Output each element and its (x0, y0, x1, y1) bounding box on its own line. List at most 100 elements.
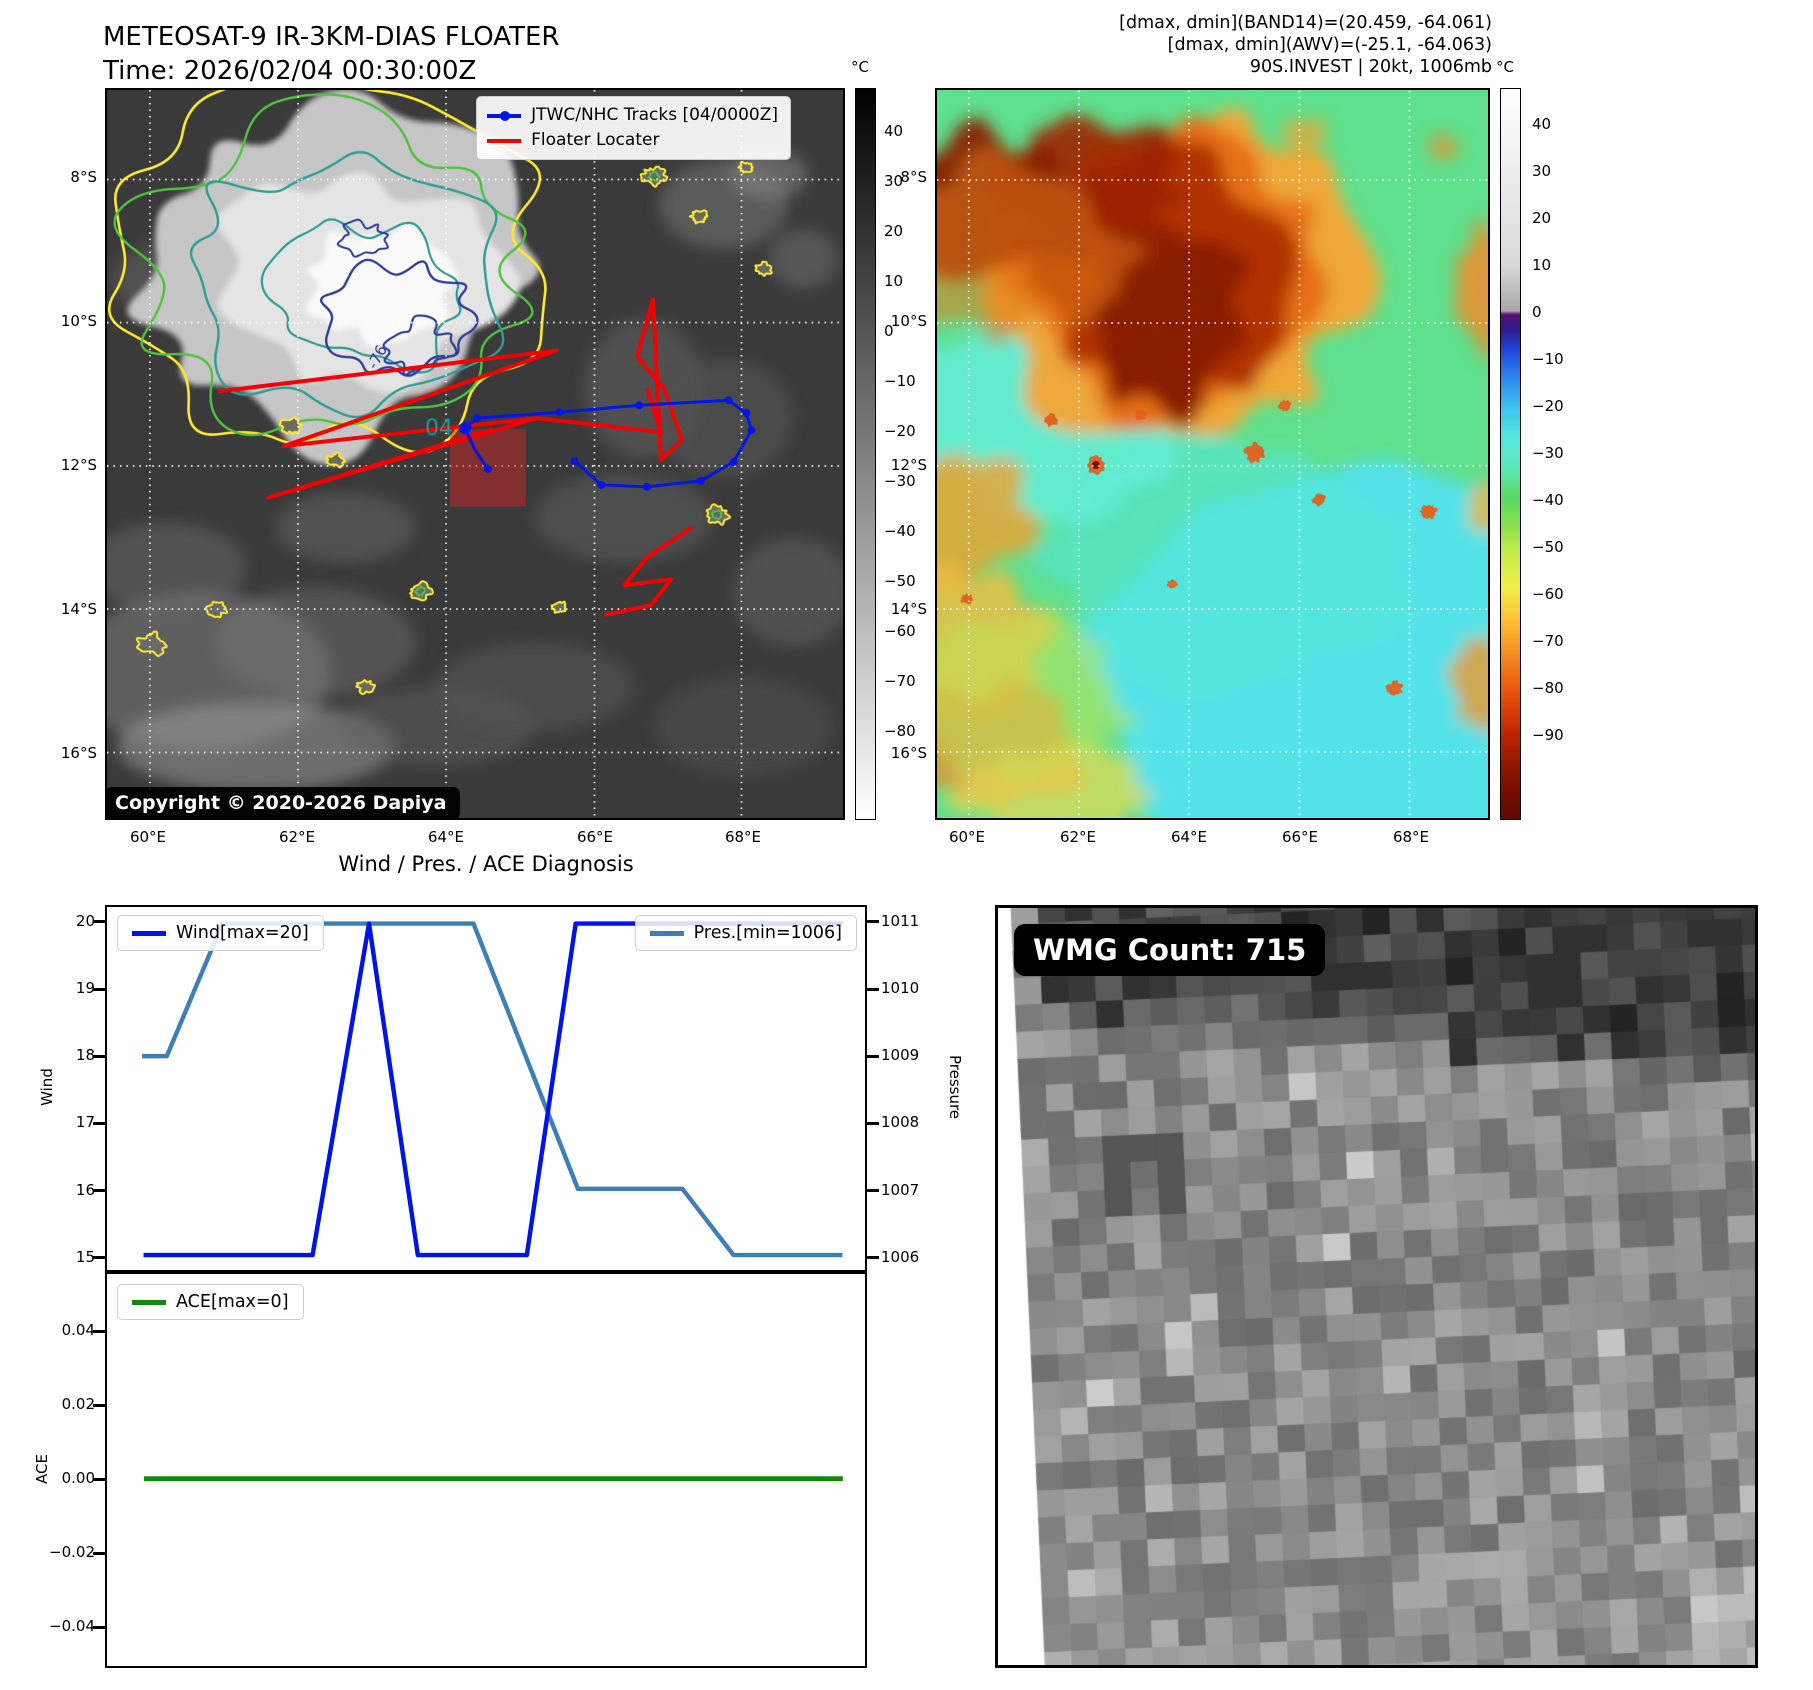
right-map-lon-label: 68°E (1392, 828, 1430, 846)
ir-map-panel: © EUMETSAT 2026 JTWC/NHC Tracks [04/0000… (105, 88, 845, 820)
ir-map-image (107, 90, 843, 818)
tick-mark (867, 1054, 879, 1058)
page-title: METEOSAT-9 IR-3KM-DIAS FLOATER (103, 22, 560, 52)
left-colorbar-tick: −60 (884, 622, 916, 640)
right-colorbar-tick: −40 (1532, 491, 1564, 509)
ace-legend-label: ACE[max=0] (176, 1292, 289, 1312)
left-map-lon-label: 64°E (427, 828, 465, 846)
wind-legend: Wind[max=20] (117, 915, 324, 951)
left-colorbar-tick: −70 (884, 672, 916, 690)
tick-mark (93, 987, 105, 991)
ace-tick: −0.04 (49, 1617, 95, 1636)
tick-mark (93, 1551, 105, 1555)
right-map-lon-label: 64°E (1170, 828, 1208, 846)
right-map-lat-label: 8°S (900, 168, 927, 186)
pres-legend: Pres.[min=1006] (634, 915, 857, 951)
pressure-tick: 1011 (881, 911, 920, 930)
tick-mark (93, 1625, 105, 1629)
right-colorbar-tick: 20 (1532, 209, 1552, 227)
tick-mark (867, 987, 879, 991)
track-line-swatch (487, 110, 522, 121)
right-map-lon-label: 62°E (1059, 828, 1097, 846)
right-colorbar-tick: −60 (1532, 585, 1564, 603)
wind-tick: 20 (75, 911, 95, 930)
legend-track-label: JTWC/NHC Tracks [04/0000Z] (531, 105, 778, 125)
pres-legend-label: Pres.[min=1006] (693, 923, 842, 943)
left-map-lon-label: 62°E (278, 828, 316, 846)
right-colorbar-tick: −80 (1532, 679, 1564, 697)
copyright-badge: Copyright © 2020-2026 Dapiya (107, 787, 461, 818)
legend-track-row: JTWC/NHC Tracks [04/0000Z] (487, 103, 778, 128)
page-time: Time: 2026/02/04 00:30:00Z (103, 56, 477, 86)
pres-line-swatch (649, 930, 684, 936)
storm-position-label: 04 (425, 416, 453, 441)
ir-rainbow-colorbar (1500, 88, 1521, 820)
left-colorbar-tick: −30 (884, 472, 916, 490)
right-colorbar-tick: 30 (1532, 162, 1552, 180)
ace-tick: 0.02 (61, 1395, 95, 1414)
pressure-tick: 1007 (881, 1180, 920, 1199)
tick-mark (93, 1054, 105, 1058)
legend-floater-row: Floater Locater (487, 128, 778, 153)
right-map-lat-label: 14°S (890, 600, 927, 618)
track-dot-icon (500, 110, 511, 121)
wmg-panel: WMG Count: 715 (995, 905, 1758, 1668)
right-colorbar-tick: 0 (1532, 303, 1542, 321)
right-colorbar-tick: −50 (1532, 538, 1564, 556)
wind-pressure-plot (142, 921, 843, 1258)
wind-pressure-chart: Wind[max=20] Pres.[min=1006] (105, 905, 867, 1272)
left-colorbar-tick: 0 (884, 322, 894, 340)
tick-mark (93, 1403, 105, 1407)
right-colorbar-tick: 40 (1532, 115, 1552, 133)
info-invest: 90S.INVEST | 20kt, 1006mb (1249, 57, 1492, 77)
pressure-tick: 1010 (881, 979, 920, 998)
wind-tick: 15 (75, 1247, 95, 1266)
ir-gray-colorbar (855, 88, 876, 820)
storm-info: [dmax, dmin](BAND14)=(20.459, -64.061) [… (1119, 12, 1492, 78)
left-colorbar-tick: 10 (884, 272, 904, 290)
pressure-tick: 1006 (881, 1247, 920, 1266)
left-colorbar-unit: °C (851, 58, 869, 76)
wind-tick: 19 (75, 979, 95, 998)
pressure-axis-label: Pressure (946, 1054, 964, 1120)
floater-line-swatch (487, 138, 522, 143)
left-header: METEOSAT-9 IR-3KM-DIAS FLOATER Time: 202… (103, 20, 559, 88)
right-map-lon-label: 66°E (1281, 828, 1319, 846)
wind-tick: 17 (75, 1113, 95, 1132)
right-map-lat-label: 10°S (890, 312, 927, 330)
right-colorbar-tick: −70 (1532, 632, 1564, 650)
diagnosis-title: Wind / Pres. / ACE Diagnosis (338, 852, 634, 876)
right-colorbar-tick: −90 (1532, 726, 1564, 744)
left-map-lat-label: 14°S (60, 600, 97, 618)
right-map-lon-label: 60°E (948, 828, 986, 846)
wmg-count-badge: WMG Count: 715 (1014, 924, 1326, 976)
left-map-lon-label: 68°E (724, 828, 762, 846)
left-colorbar-tick: −20 (884, 422, 916, 440)
tick-mark (93, 1256, 105, 1260)
left-colorbar-tick: −10 (884, 372, 916, 390)
left-map-lat-label: 8°S (70, 168, 97, 186)
wmg-pixel-image (998, 908, 1755, 1665)
left-colorbar-tick: −80 (884, 722, 916, 740)
tick-mark (93, 1121, 105, 1125)
right-map-lat-label: 16°S (890, 744, 927, 762)
ace-legend: ACE[max=0] (117, 1284, 304, 1320)
tick-mark (867, 920, 879, 924)
ace-chart: ACE[max=0] (105, 1272, 867, 1668)
tick-mark (867, 1256, 879, 1260)
map-legend: JTWC/NHC Tracks [04/0000Z] Floater Locat… (476, 96, 791, 160)
color-ir-map-image (937, 90, 1488, 818)
info-band14: [dmax, dmin](BAND14)=(20.459, -64.061) (1119, 13, 1492, 33)
left-map-lat-label: 16°S (60, 744, 97, 762)
legend-floater-label: Floater Locater (531, 130, 660, 150)
right-colorbar-tick: −20 (1532, 397, 1564, 415)
wind-line-swatch (132, 930, 166, 936)
right-map-lat-label: 12°S (890, 456, 927, 474)
right-colorbar-unit: °C (1496, 58, 1514, 76)
left-colorbar-tick: 40 (884, 122, 904, 140)
ace-plot (143, 1476, 843, 1482)
left-map-lon-label: 66°E (576, 828, 614, 846)
right-colorbar-tick: −30 (1532, 444, 1564, 462)
left-colorbar-tick: 30 (884, 172, 904, 190)
ace-line-swatch (132, 1299, 166, 1305)
